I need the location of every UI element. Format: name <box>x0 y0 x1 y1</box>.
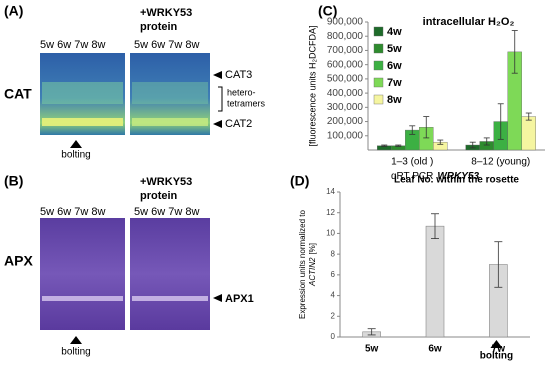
y-tick-label: 2 <box>331 311 336 320</box>
bolting-arrow <box>70 140 82 148</box>
y-tick-label: 600,000 <box>327 59 364 70</box>
y-tick-label: 400,000 <box>327 88 364 99</box>
bolting-arrow <box>70 336 82 344</box>
bolting-arrow <box>490 340 503 348</box>
y-axis-label: [fluorescence units H₂DCFDA] <box>307 25 317 146</box>
legend-swatch <box>373 94 384 105</box>
gel-image <box>130 218 210 330</box>
lane-labels: 5w 6w 7w 8w <box>134 206 199 218</box>
legend-label: 6w <box>387 60 402 72</box>
x-tick-label: 5w <box>365 344 379 355</box>
annotation: bolting <box>480 351 513 362</box>
gel-band <box>132 296 208 301</box>
legend-label: 8w <box>387 94 402 106</box>
error-bar <box>423 116 430 139</box>
treatment: +WRKY53 <box>140 176 192 188</box>
y-tick-label: 4 <box>331 291 336 300</box>
legend-swatch <box>373 77 384 88</box>
marker-label: CAT3 <box>225 69 252 81</box>
y-tick-label: 6 <box>331 270 336 279</box>
error-bar <box>494 241 503 288</box>
error-bar <box>381 144 388 147</box>
bracket-label: hetero- <box>227 87 256 97</box>
y-tick-label: 900,000 <box>327 17 364 28</box>
error-bar <box>469 141 476 149</box>
gel-band <box>132 118 208 126</box>
y-tick-label: 8 <box>331 249 336 258</box>
x-tick-label: 7w <box>492 344 506 355</box>
x-tick-label: 6w <box>428 344 442 355</box>
treatment: protein <box>140 190 178 202</box>
gel-image <box>40 218 125 330</box>
error-bar <box>525 112 532 121</box>
y-tick-label: 500,000 <box>327 74 364 85</box>
y-tick-label: 300,000 <box>327 102 364 113</box>
legend-label: 5w <box>387 43 402 55</box>
x-tick-label: 8–12 (young) <box>471 157 530 168</box>
error-bar <box>437 139 444 145</box>
error-bar <box>409 125 416 135</box>
error-bar <box>497 103 504 140</box>
treatment: +WRKY53 <box>140 7 192 19</box>
error-bar <box>431 213 439 240</box>
marker-arrow <box>213 294 222 302</box>
y-tick-label: 200,000 <box>327 116 364 127</box>
y-tick-label: 800,000 <box>327 31 364 42</box>
marker-label: APX1 <box>225 293 254 305</box>
title-text: qRT PCR <box>391 171 433 182</box>
panel-label: (C) <box>318 3 337 19</box>
marker-label: CAT2 <box>225 118 252 130</box>
y-tick-label: 14 <box>326 187 335 196</box>
title-gene: WRKY53 <box>437 171 479 182</box>
bar <box>425 225 445 338</box>
x-axis-label: Leaf No. within the rosette <box>394 175 519 186</box>
bar <box>521 116 536 151</box>
error-bar <box>367 328 376 336</box>
legend-swatch <box>373 43 384 54</box>
x-tick-label: 1–3 (old ) <box>391 157 433 168</box>
legend-label: 7w <box>387 77 402 89</box>
bolting-label: bolting <box>61 347 90 358</box>
error-bar <box>511 30 518 74</box>
y-axis-label: ACTIN2 [%] <box>308 243 317 287</box>
y-tick-label: 700,000 <box>327 45 364 56</box>
gel-band <box>42 82 123 104</box>
y-tick-label: 100,000 <box>327 130 364 141</box>
y-label-unit: [%] <box>308 243 317 255</box>
bracket-label: tetramers <box>227 98 266 108</box>
chart-title: qRT PCR WRKY53 <box>391 171 480 182</box>
chart-title: intracellular H₂O₂ <box>423 16 515 28</box>
y-axis-label: Expression units normalized to <box>298 209 307 318</box>
y-tick-label: 10 <box>326 229 335 238</box>
panel-label: (A) <box>4 3 23 19</box>
bracket <box>218 86 223 112</box>
legend-swatch <box>373 60 384 71</box>
y-tick-label: 12 <box>326 208 335 217</box>
gel-band <box>42 118 123 126</box>
y-label-gene: ACTIN2 <box>308 257 317 287</box>
treatment: protein <box>140 21 178 33</box>
y-tick-label: 0 <box>331 332 336 341</box>
error-bar <box>483 137 490 146</box>
legend-swatch <box>373 26 384 37</box>
gel-band <box>42 296 123 301</box>
lane-labels: 5w 6w 7w 8w <box>40 206 105 218</box>
marker-arrow <box>213 71 222 128</box>
panel-label: (D) <box>290 173 309 189</box>
lane-labels: 5w 6w 7w 8w <box>40 39 105 51</box>
panel-label: (B) <box>4 173 23 189</box>
legend-label: 4w <box>387 26 402 38</box>
bolting-label: bolting <box>61 150 90 161</box>
enzyme-label: CAT <box>4 86 32 102</box>
gel-band <box>132 82 208 104</box>
error-bar <box>395 144 402 147</box>
enzyme-label: APX <box>4 253 33 269</box>
lane-labels: 5w 6w 7w 8w <box>134 39 199 51</box>
